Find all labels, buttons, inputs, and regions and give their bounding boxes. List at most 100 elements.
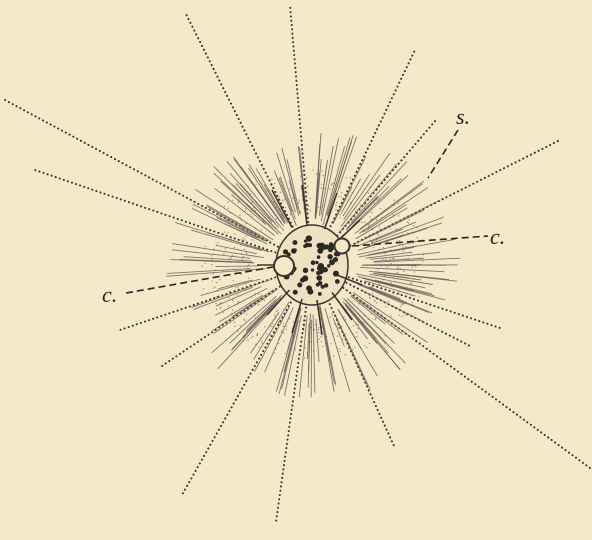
granule — [286, 252, 291, 257]
stipple — [336, 201, 338, 204]
stipple — [374, 300, 376, 303]
stipple — [336, 335, 339, 337]
stipple — [401, 315, 403, 317]
stipple — [230, 256, 232, 258]
stipple — [386, 266, 389, 268]
stipple — [275, 310, 278, 313]
stipple — [401, 303, 403, 306]
vacuole — [273, 255, 295, 277]
stipple — [396, 267, 399, 270]
spine — [245, 304, 274, 333]
stipple — [320, 187, 322, 189]
stipple — [245, 313, 248, 315]
stipple — [375, 302, 378, 304]
stipple — [244, 207, 247, 210]
granule — [317, 263, 325, 270]
stipple — [359, 204, 361, 206]
spine — [299, 146, 307, 212]
spine — [354, 183, 423, 234]
spine — [355, 207, 408, 240]
stipple — [305, 177, 308, 179]
stipple — [270, 325, 272, 328]
spine — [332, 317, 345, 347]
spine — [232, 184, 277, 230]
granule — [292, 240, 298, 246]
stipple — [398, 314, 401, 316]
stipple — [285, 328, 287, 331]
stipple — [215, 281, 218, 284]
granule — [310, 260, 316, 266]
stipple — [237, 300, 239, 303]
spine — [369, 273, 433, 285]
spine — [340, 174, 381, 227]
stipple — [204, 245, 206, 248]
stalk — [301, 184, 308, 226]
stipple — [212, 273, 215, 275]
spine — [352, 178, 402, 227]
stipple — [284, 207, 287, 209]
stipple — [332, 182, 334, 184]
spine — [288, 180, 300, 216]
stalk — [291, 298, 303, 334]
spine — [343, 298, 387, 345]
stipple — [237, 286, 239, 288]
spine — [371, 222, 443, 246]
stipple — [339, 216, 341, 219]
stipple — [292, 321, 295, 323]
spine — [263, 183, 285, 219]
spine — [368, 270, 458, 282]
stipple — [410, 283, 413, 285]
spine — [347, 298, 395, 344]
spine — [370, 216, 445, 245]
stipple — [402, 233, 404, 236]
stipple — [252, 207, 255, 209]
spine — [190, 229, 262, 251]
spine — [318, 306, 335, 392]
stipple — [399, 293, 401, 295]
granule — [316, 275, 323, 281]
stipple — [300, 349, 302, 352]
stipple — [399, 267, 401, 270]
stipple — [276, 309, 279, 312]
stipple — [281, 330, 283, 332]
spine — [226, 161, 285, 232]
stipple — [309, 197, 311, 200]
stipple — [282, 199, 284, 202]
stipple — [337, 324, 339, 327]
stipple — [228, 296, 230, 299]
stipple — [347, 347, 350, 350]
stipple — [277, 342, 280, 345]
stipple — [390, 262, 392, 265]
stipple — [285, 325, 288, 327]
spine — [363, 204, 407, 233]
stipple — [329, 316, 332, 318]
spine — [319, 305, 337, 386]
spine — [183, 256, 252, 262]
granule — [332, 270, 339, 277]
stipple — [298, 320, 300, 322]
spine — [231, 194, 267, 225]
spine — [350, 295, 386, 325]
stalk — [266, 289, 291, 316]
stipple — [390, 315, 392, 317]
stipple — [303, 329, 305, 331]
stipple — [411, 302, 413, 304]
stipple — [261, 340, 263, 343]
granule — [327, 264, 331, 268]
spine — [218, 294, 264, 323]
spine — [320, 145, 334, 216]
spine — [215, 287, 268, 316]
granule — [302, 275, 309, 282]
spine — [307, 313, 311, 388]
stipple — [300, 187, 302, 190]
leader-lines — [125, 129, 489, 294]
spine — [335, 318, 368, 385]
stipple — [273, 182, 276, 185]
stipple — [405, 314, 408, 316]
spine — [369, 251, 441, 260]
stipple — [377, 234, 379, 236]
stipple — [387, 300, 390, 303]
stipple — [254, 209, 256, 212]
ray — [289, 4, 313, 266]
stipple — [318, 327, 320, 329]
